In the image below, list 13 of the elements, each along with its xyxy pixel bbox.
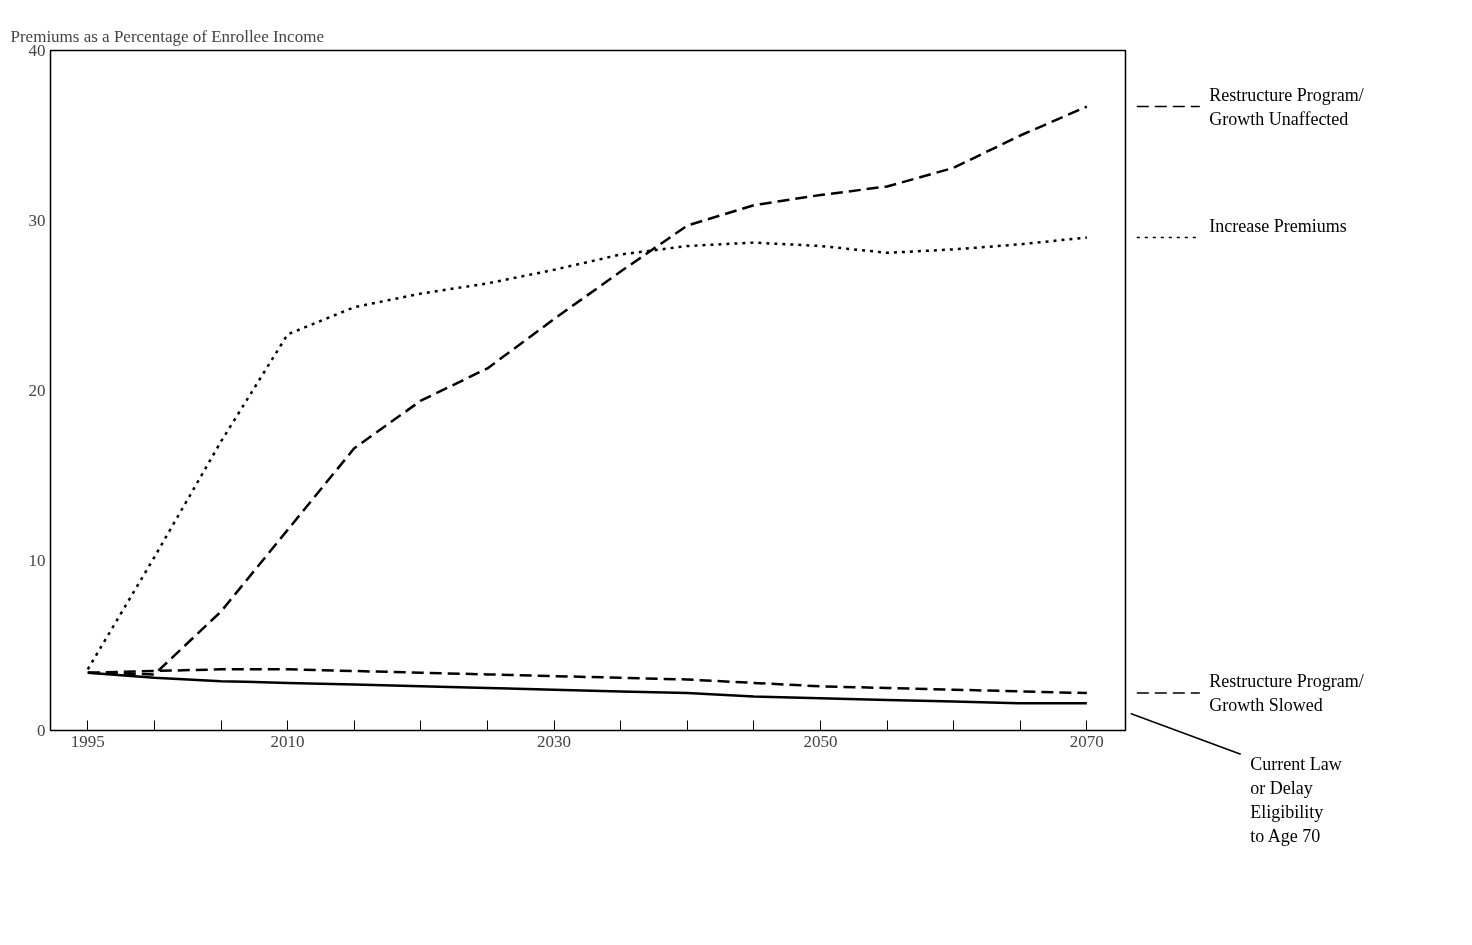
- legend-label: Increase Premiums: [1209, 215, 1347, 236]
- y-tick-label: 20: [28, 381, 46, 400]
- x-tick-label: 2050: [803, 731, 838, 751]
- x-tick-label: 2070: [1069, 731, 1104, 751]
- y-tick-label: 0: [37, 721, 46, 740]
- legend-label: Restructure Program/ Growth Slowed: [1209, 671, 1364, 716]
- text: Current Law or Delay Eligibility to Age 70: [1250, 754, 1342, 847]
- x-tick-label: 2030: [537, 731, 572, 751]
- x-tick-label: 1995: [70, 731, 105, 751]
- y-tick-label: 30: [28, 211, 46, 230]
- x-tick-label: 2010: [270, 731, 305, 751]
- y-tick-label: 10: [28, 551, 46, 570]
- legend-label: Restructure Program/ Growth Unaffected: [1209, 84, 1364, 129]
